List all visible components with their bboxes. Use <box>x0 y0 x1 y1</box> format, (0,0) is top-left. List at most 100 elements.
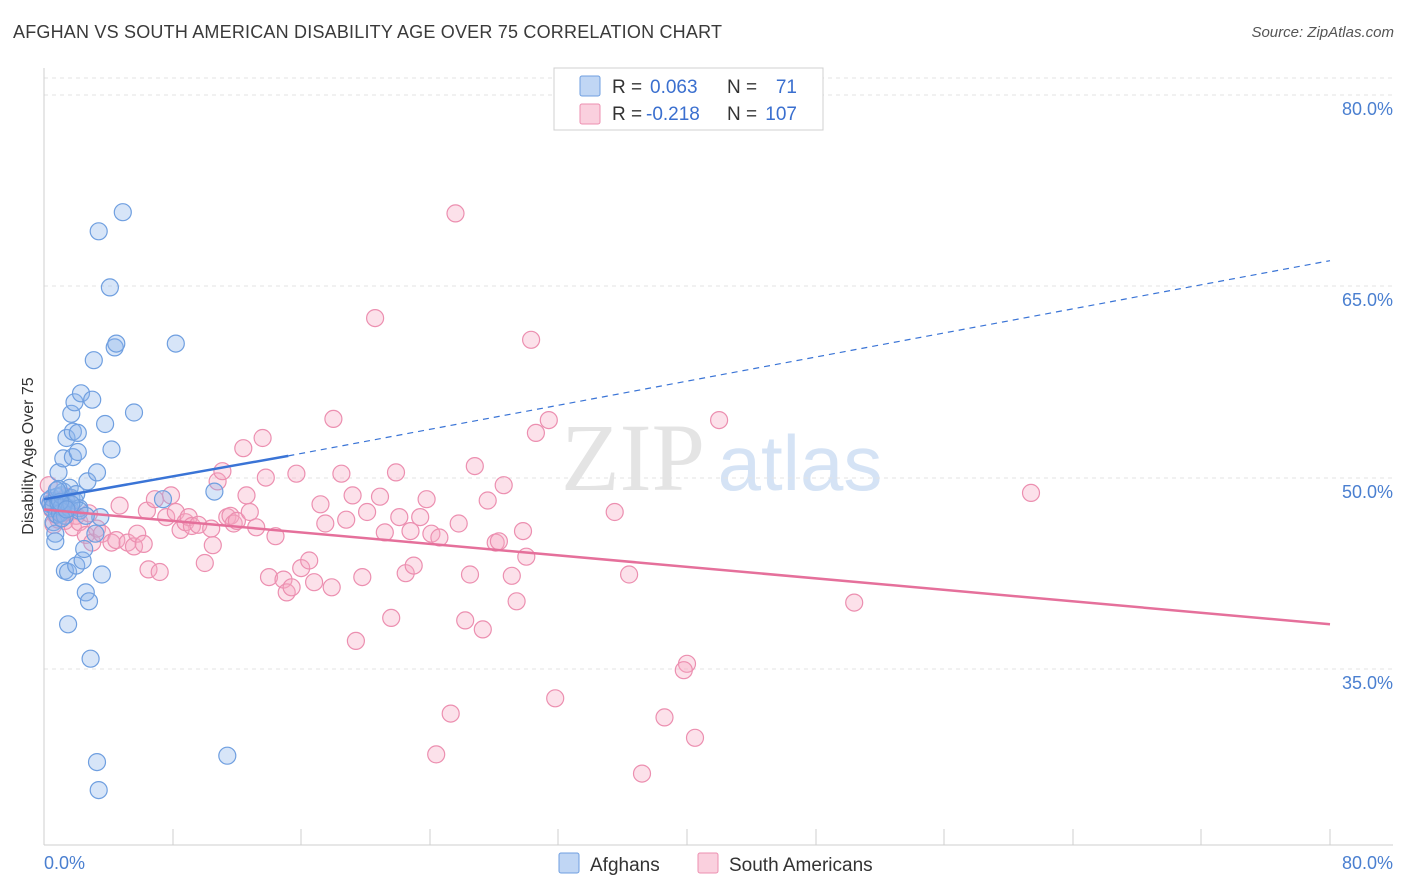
south-americans-point-57 <box>282 578 301 597</box>
south-americans-point-88 <box>449 514 468 533</box>
south-americans-point-56 <box>277 583 296 602</box>
south-americans-point-73 <box>370 487 390 506</box>
legend-r-label-south-americans: R = <box>612 104 642 125</box>
chart-title: AFGHAN VS SOUTH AMERICAN DISABILITY AGE … <box>13 22 723 42</box>
afghans-point-42 <box>81 649 100 668</box>
y-tick-label-80: 80.0% <box>1342 99 1393 119</box>
afghans-point-58 <box>124 403 144 422</box>
watermark-zip: ZIP <box>561 404 705 511</box>
south-americans-point-24 <box>128 524 147 543</box>
south-americans-point-113 <box>845 593 864 612</box>
bottom-swatch-south-americans <box>697 852 719 874</box>
afghans-point-67 <box>76 506 95 525</box>
legend-swatch-south-americans <box>579 103 601 125</box>
afghans-point-61 <box>205 482 224 501</box>
south-americans-point-106 <box>619 565 639 584</box>
south-americans-point-25 <box>134 534 153 554</box>
afghans-points <box>39 203 237 800</box>
south-americans-point-20 <box>107 530 126 550</box>
legend-r-value-afghans: 0.063 <box>650 77 698 98</box>
south-americans-point-54 <box>266 527 285 546</box>
afghans-trend-line <box>43 454 289 501</box>
y-tick-label-50: 50.0% <box>1342 482 1393 502</box>
south-americans-point-95 <box>489 532 508 551</box>
south-americans-point-65 <box>324 409 343 428</box>
y-tick-labels: 35.0% 50.0% 65.0% 80.0% <box>1342 99 1393 693</box>
south-americans-point-68 <box>343 486 362 505</box>
south-americans-point-71 <box>358 502 377 522</box>
grid-lines <box>44 77 1393 670</box>
south-americans-point-89 <box>456 611 475 630</box>
south-americans-points <box>39 204 1041 783</box>
afghans-point-47 <box>89 222 108 241</box>
chart-source: Source: ZipAtlas.com <box>1251 24 1394 41</box>
south-americans-point-102 <box>526 423 546 442</box>
south-americans-point-53 <box>259 567 279 587</box>
afghans-point-25 <box>62 404 81 423</box>
south-americans-trend-line <box>43 508 1331 626</box>
afghans-point-44 <box>84 351 103 370</box>
south-americans-point-21 <box>110 496 129 515</box>
afghans-point-45 <box>86 524 105 543</box>
correlation-legend: R = 0.063 N = 71 R = -0.218 N = 107 <box>553 67 824 131</box>
afghans-point-27 <box>63 448 83 467</box>
axes <box>43 68 1393 846</box>
afghans-trend-extension <box>288 260 1331 457</box>
afghans-point-38 <box>75 539 94 559</box>
legend-n-value-afghans: 71 <box>776 77 797 98</box>
south-americans-point-81 <box>411 507 430 527</box>
south-americans-point-105 <box>605 502 624 522</box>
afghans-point-43 <box>83 390 102 409</box>
south-americans-point-27 <box>139 560 158 579</box>
y-tick-label-65: 65.0% <box>1342 290 1393 310</box>
south-americans-point-97 <box>502 566 521 585</box>
south-americans-point-29 <box>150 562 169 582</box>
south-americans-point-19 <box>102 533 121 552</box>
x-tick-label-max: 80.0% <box>1342 853 1393 873</box>
south-americans-point-92 <box>473 620 492 639</box>
afghans-point-57 <box>113 203 132 222</box>
south-americans-point-72 <box>366 309 385 328</box>
south-americans-point-64 <box>322 578 341 597</box>
south-americans-point-75 <box>382 608 401 628</box>
afghans-point-49 <box>92 565 112 584</box>
afghans-point-50 <box>87 752 107 772</box>
trend-lines <box>43 260 1331 626</box>
south-americans-point-111 <box>685 728 705 747</box>
x-ticks <box>172 829 1331 845</box>
south-americans-point-63 <box>316 514 335 533</box>
south-americans-point-49 <box>240 502 259 522</box>
bottom-swatch-afghans <box>558 852 580 874</box>
south-americans-point-67 <box>337 510 356 529</box>
afghans-point-6 <box>46 524 65 543</box>
afghans-point-51 <box>89 780 108 800</box>
legend-r-label-afghans: R = <box>612 77 642 98</box>
afghans-point-7 <box>46 532 65 551</box>
south-americans-point-104 <box>546 689 565 708</box>
south-americans-point-79 <box>401 521 420 541</box>
south-americans-point-58 <box>287 464 306 483</box>
south-americans-point-62 <box>311 495 330 514</box>
south-americans-point-61 <box>305 573 324 592</box>
south-americans-point-66 <box>332 464 351 483</box>
south-americans-point-76 <box>386 463 406 482</box>
south-americans-point-48 <box>237 486 256 505</box>
x-tick-label-min: 0.0% <box>44 853 85 873</box>
south-americans-point-99 <box>513 521 533 541</box>
south-americans-point-41 <box>208 472 227 491</box>
south-americans-point-51 <box>253 428 272 448</box>
afghans-point-41 <box>79 592 99 611</box>
south-americans-point-80 <box>404 556 423 575</box>
south-americans-point-82 <box>417 490 436 509</box>
legend-n-value-south-americans: 107 <box>765 104 797 125</box>
south-americans-point-107 <box>632 764 652 783</box>
afghans-point-34 <box>68 423 87 442</box>
south-americans-point-40 <box>203 536 222 555</box>
bottom-legend-south-americans: South Americans <box>729 855 873 876</box>
south-americans-point-108 <box>655 708 674 727</box>
watermark-atlas: atlas <box>718 419 883 507</box>
south-americans-point-60 <box>300 551 319 570</box>
legend-r-value-south-americans: -0.218 <box>646 104 700 125</box>
series-legend: Afghans South Americans <box>558 852 873 876</box>
